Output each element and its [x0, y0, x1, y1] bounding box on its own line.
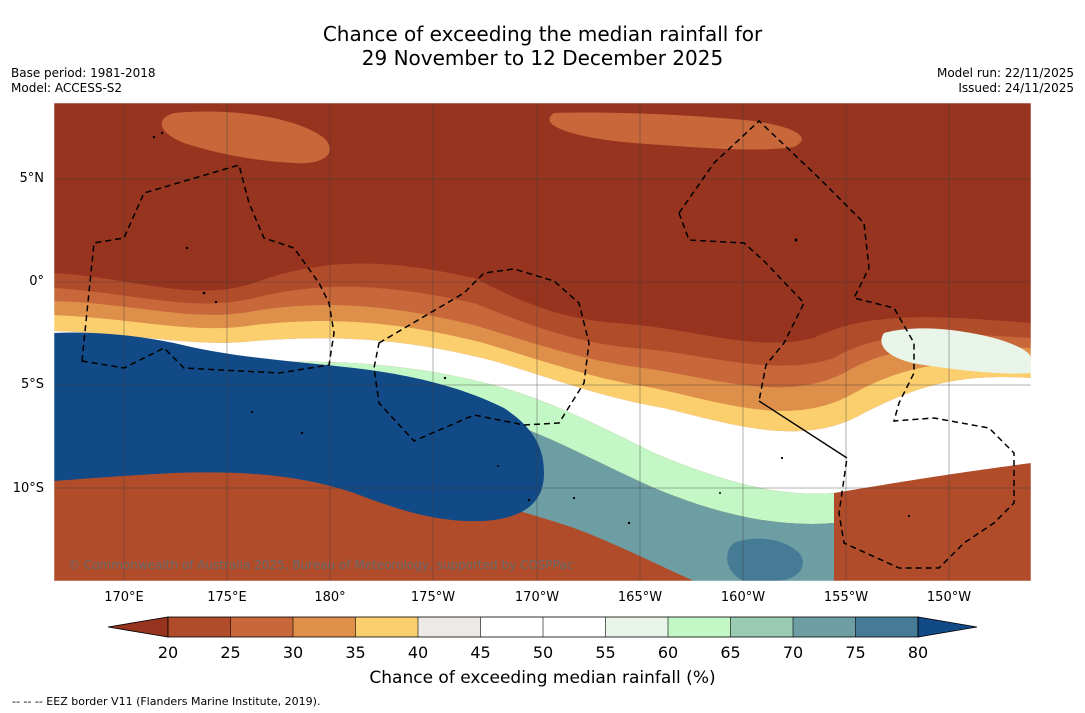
eez-borders	[81, 119, 1015, 569]
colorbar-segment	[668, 617, 731, 637]
colorbar-segment	[418, 617, 481, 637]
lon-label-160w: 160°W	[720, 590, 766, 605]
lat-label-5s: 5°S	[20, 377, 44, 392]
band-35	[54, 301, 1031, 411]
colorbar-tick-label: 60	[657, 643, 679, 662]
colorbar-segment	[605, 617, 669, 637]
colorbar-segment	[230, 617, 294, 637]
colorbar-frame	[167, 616, 919, 638]
lat-label-10s: 10°S	[12, 481, 44, 496]
band-30-spot-north	[161, 111, 330, 164]
colorbar-tick-label: 40	[407, 643, 429, 662]
colorbar-segment	[293, 617, 356, 637]
chart-title-line-1: Chance of exceeding the median rainfall …	[322, 22, 763, 46]
lon-label-170e: 170°E	[104, 590, 144, 605]
lon-label-180: 180°	[314, 590, 346, 605]
island-markers	[152, 131, 911, 525]
chart-title-line-2: 29 November to 12 December 2025	[361, 46, 724, 70]
lon-label-150w: 150°W	[926, 590, 972, 605]
colorbar-extend-low	[107, 616, 169, 638]
rainfall-map	[54, 103, 1031, 581]
colorbar-segment	[480, 617, 544, 637]
graticule	[54, 103, 1031, 581]
colorbar	[107, 616, 978, 638]
colorbar-segment	[168, 617, 231, 637]
colorbar-tick-label: 75	[845, 643, 866, 662]
colorbar-tick-label: 30	[282, 643, 304, 662]
lon-label-175e: 175°E	[207, 590, 247, 605]
lat-label-0: 0°	[29, 274, 44, 289]
colorbar-tick-label: 25	[220, 643, 241, 662]
colorbar-tick-label: 55	[595, 643, 616, 662]
lon-label-155w: 155°W	[823, 590, 869, 605]
model-run-label: Model run: 22/11/2025	[936, 66, 1074, 80]
band-55-east	[881, 328, 1031, 374]
colorbar-tick-label: 20	[157, 643, 179, 662]
colorbar-label: Chance of exceeding median rainfall (%)	[369, 668, 716, 688]
lat-label-5n: 5°N	[19, 171, 45, 186]
band-60	[54, 351, 834, 524]
colorbar-tick-label: 50	[532, 643, 554, 662]
copyright-notice: © Commonwealth of Australia 2025, Bureau…	[68, 558, 574, 572]
eez-legend-note: -- -- -- EEZ border V11 (Flanders Marine…	[12, 695, 321, 708]
colorbar-tick-label: 35	[345, 643, 366, 662]
band-45	[54, 331, 1031, 494]
colorbar-tick-label: 45	[470, 643, 491, 662]
colorbar-tick-label: 70	[782, 643, 804, 662]
eez-border-solid-east	[758, 400, 848, 459]
colorbar-segment	[793, 617, 856, 637]
band-75-south	[727, 538, 803, 581]
model-label: Model: ACCESS-S2	[11, 81, 123, 95]
band-25	[54, 263, 1031, 366]
band-80	[54, 332, 544, 522]
lon-label-165w: 165°W	[617, 590, 663, 605]
lon-label-175w: 175°W	[410, 590, 456, 605]
colorbar-tick-label: 80	[907, 643, 929, 662]
band-40	[54, 315, 1031, 432]
colorbar-segment	[730, 617, 794, 637]
band-30	[54, 286, 1031, 388]
colorbar-segment	[855, 617, 919, 637]
colorbar-segment	[355, 617, 419, 637]
colorbar-tick-label: 65	[720, 643, 741, 662]
base-period-label: Base period: 1981-2018	[11, 66, 156, 80]
lon-label-170w: 170°W	[514, 590, 560, 605]
colorbar-segment	[543, 617, 606, 637]
issued-label: Issued: 24/11/2025	[958, 81, 1074, 95]
colorbar-extend-high	[917, 616, 978, 638]
